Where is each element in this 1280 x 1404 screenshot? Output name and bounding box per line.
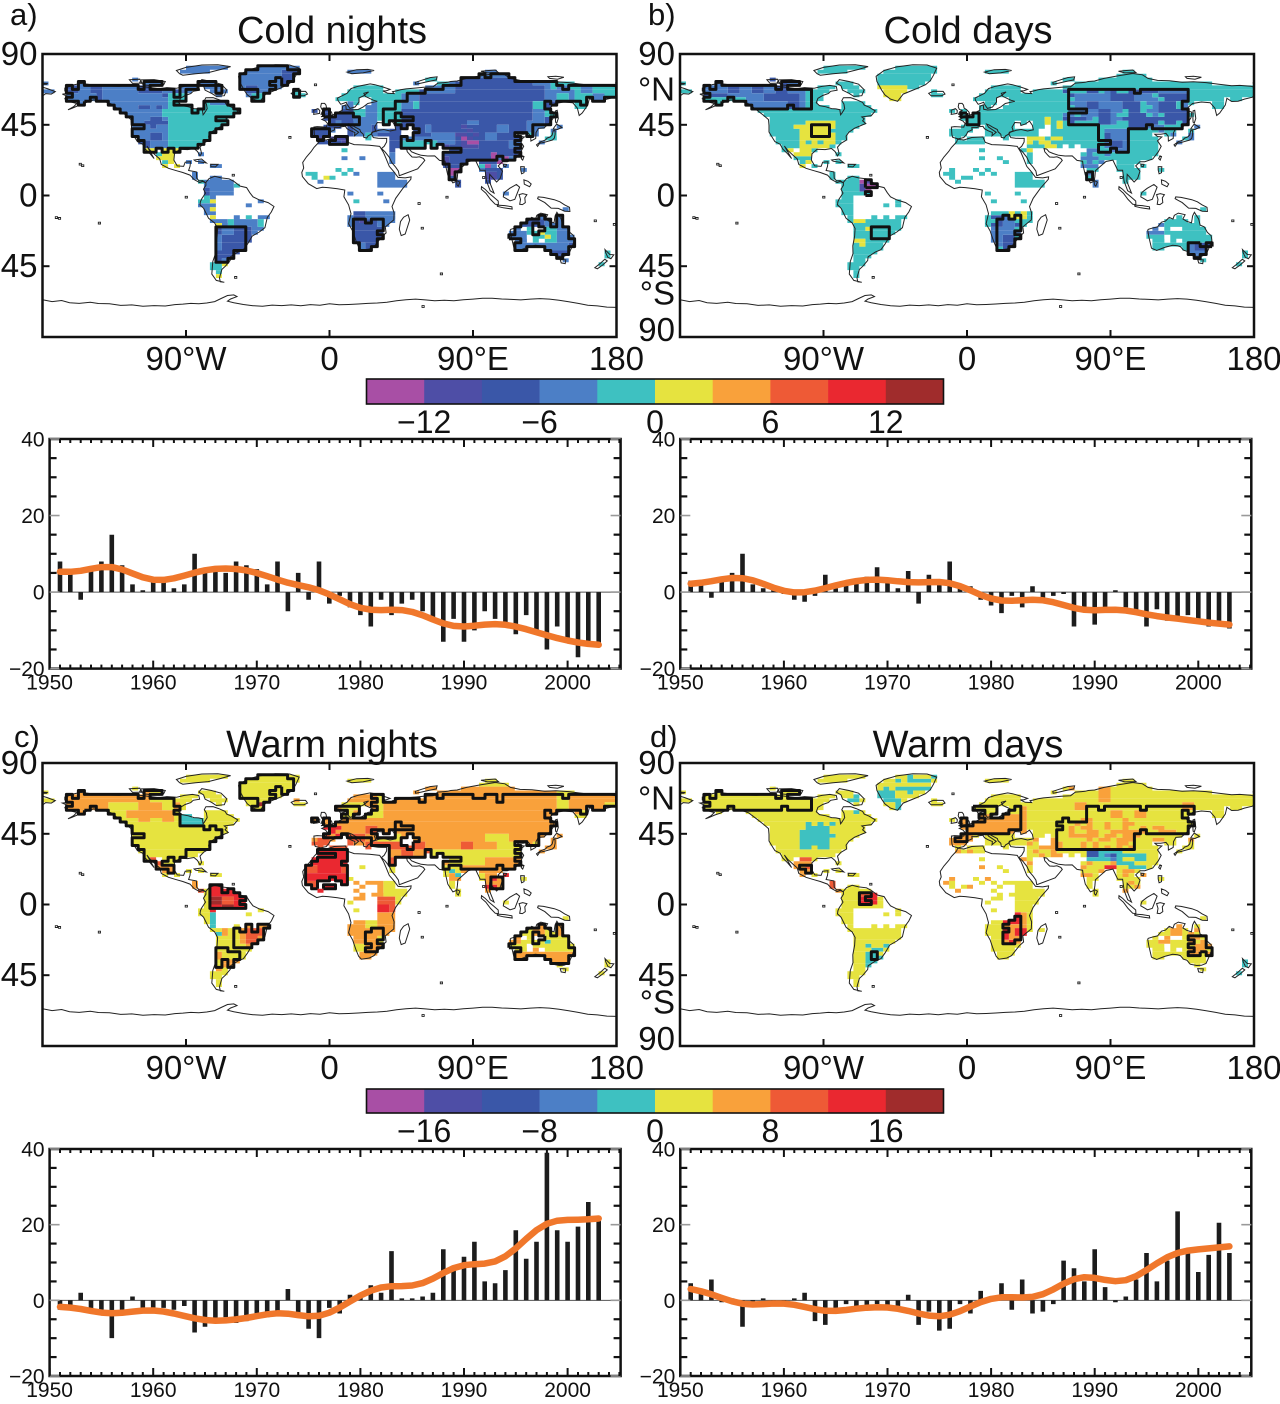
svg-text:45: 45	[638, 106, 675, 143]
svg-text:−20: −20	[640, 658, 676, 681]
svg-text:20: 20	[21, 505, 44, 528]
svg-text:1990: 1990	[1071, 672, 1118, 695]
svg-text:45: 45	[638, 815, 675, 852]
svg-text:20: 20	[21, 1214, 44, 1237]
svg-text:90°E: 90°E	[1075, 340, 1147, 377]
svg-text:0: 0	[33, 1290, 45, 1313]
svg-text:d): d)	[650, 719, 678, 754]
svg-text:0: 0	[646, 1113, 664, 1149]
svg-text:0: 0	[657, 886, 675, 923]
svg-text:40: 40	[652, 429, 675, 452]
svg-text:90°W: 90°W	[783, 340, 865, 377]
svg-text:1960: 1960	[130, 672, 177, 695]
svg-text:Warm nights: Warm nights	[226, 724, 438, 766]
svg-text:°N: °N	[638, 779, 675, 816]
svg-text:1970: 1970	[864, 672, 911, 695]
svg-text:−16: −16	[397, 1113, 451, 1149]
svg-text:6: 6	[762, 404, 780, 440]
svg-text:45: 45	[638, 247, 675, 284]
svg-text:1990: 1990	[1071, 1379, 1118, 1399]
svg-text:90: 90	[638, 311, 675, 348]
svg-text:16: 16	[868, 1113, 904, 1149]
svg-text:90°W: 90°W	[145, 340, 227, 377]
svg-text:180: 180	[1226, 340, 1280, 377]
svg-text:b): b)	[648, 0, 676, 32]
svg-text:90°E: 90°E	[437, 1049, 509, 1086]
svg-text:°S: °S	[640, 275, 675, 312]
svg-text:−20: −20	[9, 1366, 45, 1389]
svg-text:1980: 1980	[337, 1379, 384, 1399]
svg-text:90°E: 90°E	[437, 340, 509, 377]
svg-text:90°W: 90°W	[783, 1049, 865, 1086]
svg-text:0: 0	[19, 886, 37, 923]
svg-text:0: 0	[958, 340, 976, 377]
svg-text:90°W: 90°W	[145, 1049, 227, 1086]
svg-text:a): a)	[10, 0, 38, 32]
svg-text:45: 45	[1, 815, 38, 852]
svg-text:45: 45	[1, 247, 38, 284]
svg-text:40: 40	[21, 429, 44, 452]
svg-text:1970: 1970	[233, 672, 280, 695]
svg-text:1970: 1970	[233, 1379, 280, 1399]
svg-text:90: 90	[638, 35, 675, 72]
svg-text:0: 0	[646, 404, 664, 440]
svg-text:90: 90	[638, 744, 675, 781]
svg-text:1950: 1950	[26, 1379, 73, 1399]
svg-text:0: 0	[320, 340, 338, 377]
svg-text:0: 0	[664, 582, 676, 605]
svg-text:c): c)	[14, 719, 40, 754]
svg-text:0: 0	[657, 177, 675, 214]
svg-text:1980: 1980	[337, 672, 384, 695]
svg-text:1950: 1950	[26, 672, 73, 695]
svg-text:1970: 1970	[864, 1379, 911, 1399]
svg-text:40: 40	[652, 1139, 675, 1162]
svg-text:45: 45	[1, 956, 38, 993]
svg-text:1990: 1990	[441, 672, 488, 695]
svg-text:2000: 2000	[544, 1379, 591, 1399]
svg-text:90°E: 90°E	[1075, 1049, 1147, 1086]
svg-text:2000: 2000	[1175, 672, 1222, 695]
svg-text:0: 0	[33, 582, 45, 605]
svg-text:20: 20	[652, 1214, 675, 1237]
svg-text:12: 12	[868, 404, 904, 440]
svg-text:2000: 2000	[544, 672, 591, 695]
svg-text:90: 90	[638, 1020, 675, 1057]
svg-text:Cold nights: Cold nights	[237, 10, 427, 52]
svg-text:−8: −8	[521, 1113, 557, 1149]
svg-text:45: 45	[638, 956, 675, 993]
svg-text:180: 180	[589, 340, 644, 377]
svg-text:90: 90	[1, 744, 38, 781]
svg-text:Warm days: Warm days	[873, 724, 1064, 766]
svg-text:40: 40	[21, 1139, 44, 1162]
svg-text:180: 180	[1226, 1049, 1280, 1086]
svg-text:−6: −6	[521, 404, 557, 440]
svg-text:0: 0	[19, 177, 37, 214]
svg-text:2000: 2000	[1175, 1379, 1222, 1399]
svg-text:Cold days: Cold days	[884, 10, 1053, 52]
svg-text:−20: −20	[9, 658, 45, 681]
svg-text:0: 0	[320, 1049, 338, 1086]
svg-text:180: 180	[589, 1049, 644, 1086]
svg-text:−12: −12	[397, 404, 451, 440]
svg-text:1990: 1990	[441, 1379, 488, 1399]
svg-text:1980: 1980	[968, 1379, 1015, 1399]
svg-text:1980: 1980	[968, 672, 1015, 695]
svg-text:0: 0	[958, 1049, 976, 1086]
svg-text:1950: 1950	[657, 1379, 704, 1399]
svg-text:90: 90	[1, 35, 38, 72]
svg-text:1960: 1960	[130, 1379, 177, 1399]
svg-text:1960: 1960	[761, 1379, 808, 1399]
svg-text:45: 45	[1, 106, 38, 143]
svg-text:1950: 1950	[657, 672, 704, 695]
svg-text:°N: °N	[638, 70, 675, 107]
svg-text:1960: 1960	[761, 672, 808, 695]
svg-text:−20: −20	[640, 1366, 676, 1389]
svg-text:0: 0	[664, 1290, 676, 1313]
svg-text:°S: °S	[640, 984, 675, 1021]
svg-text:20: 20	[652, 505, 675, 528]
svg-text:8: 8	[762, 1113, 780, 1149]
